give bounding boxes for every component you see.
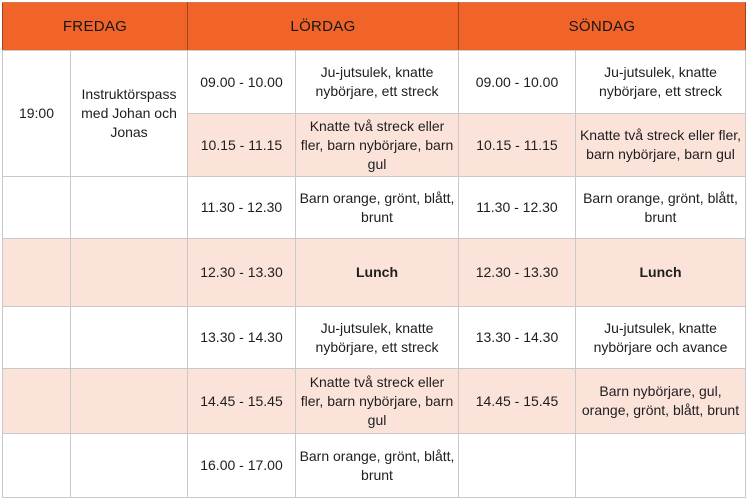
day-header-sunday: SÖNDAG bbox=[458, 2, 746, 51]
schedule-row-1: 19:00 Instruktörspass med Johan och Jona… bbox=[2, 50, 746, 177]
schedule-row-4-lunch: 12.30 - 13.30 Lunch 12.30 - 13.30 Lunch bbox=[2, 238, 746, 307]
saturday-time-cell: 12.30 - 13.30 bbox=[187, 238, 296, 307]
sunday-time-cell: 10.15 - 11.15 bbox=[458, 113, 576, 177]
header-row: FREDAG LÖRDAG SÖNDAG bbox=[2, 2, 746, 51]
sunday-time-cell: 13.30 - 14.30 bbox=[458, 306, 576, 369]
saturday-activity-cell: Knatte två streck eller fler, barn nybör… bbox=[295, 368, 459, 434]
friday-empty-cell bbox=[70, 368, 188, 434]
friday-empty-cell bbox=[2, 306, 71, 369]
friday-empty-cell bbox=[70, 176, 188, 239]
saturday-activity-cell: Knatte två streck eller fler, barn nybör… bbox=[295, 113, 459, 177]
sunday-activity-cell: Barn orange, grönt, blått, brunt bbox=[575, 176, 746, 239]
saturday-activity-cell: Barn orange, grönt, blått, brunt bbox=[295, 176, 459, 239]
sunday-time-cell: 14.45 - 15.45 bbox=[458, 368, 576, 434]
sunday-activity-cell: Ju-jutsulek, knatte nybörjare och avance bbox=[575, 306, 746, 369]
sunday-activity-cell: Ju-jutsulek, knatte nybörjare, ett strec… bbox=[575, 50, 746, 114]
friday-time-cell: 19:00 bbox=[2, 50, 71, 177]
saturday-time-cell: 14.45 - 15.45 bbox=[187, 368, 296, 434]
schedule-row-3: 11.30 - 12.30 Barn orange, grönt, blått,… bbox=[2, 176, 746, 239]
day-header-saturday: LÖRDAG bbox=[187, 2, 459, 51]
sunday-time-cell: 12.30 - 13.30 bbox=[458, 238, 576, 307]
schedule-row-7: 16.00 - 17.00 Barn orange, grönt, blått,… bbox=[2, 433, 746, 498]
saturday-activity-cell: Ju-jutsulek, knatte nybörjare, ett strec… bbox=[295, 50, 459, 114]
schedule-row-5: 13.30 - 14.30 Ju-jutsulek, knatte nybörj… bbox=[2, 306, 746, 369]
friday-empty-cell bbox=[70, 238, 188, 307]
sunday-time-cell: 11.30 - 12.30 bbox=[458, 176, 576, 239]
saturday-time-cell: 16.00 - 17.00 bbox=[187, 433, 296, 498]
saturday-time-cell: 11.30 - 12.30 bbox=[187, 176, 296, 239]
friday-activity-cell: Instruktörspass med Johan och Jonas bbox=[70, 50, 188, 177]
saturday-time-cell: 09.00 - 10.00 bbox=[187, 50, 296, 114]
friday-empty-cell bbox=[2, 238, 71, 307]
saturday-time-cell: 13.30 - 14.30 bbox=[187, 306, 296, 369]
schedule-row-2: 10.15 - 11.15 Knatte två streck eller fl… bbox=[3, 113, 746, 177]
sunday-empty-cell bbox=[458, 433, 576, 498]
saturday-activity-cell: Ju-jutsulek, knatte nybörjare, ett strec… bbox=[295, 306, 459, 369]
sunday-activity-cell: Barn nybörjare, gul, orange, grönt, blåt… bbox=[575, 368, 746, 434]
friday-empty-cell bbox=[2, 176, 71, 239]
schedule-row-6: 14.45 - 15.45 Knatte två streck eller fl… bbox=[2, 368, 746, 434]
friday-empty-cell bbox=[2, 433, 71, 498]
sunday-time-cell: 09.00 - 10.00 bbox=[458, 50, 576, 114]
friday-empty-cell bbox=[2, 368, 71, 434]
friday-empty-cell bbox=[70, 433, 188, 498]
sunday-lunch-cell: Lunch bbox=[575, 238, 746, 307]
day-header-friday: FREDAG bbox=[2, 2, 188, 51]
saturday-lunch-cell: Lunch bbox=[295, 238, 459, 307]
friday-empty-cell bbox=[70, 306, 188, 369]
sunday-activity-cell: Knatte två streck eller fler, barn nybör… bbox=[575, 113, 746, 177]
saturday-time-cell: 10.15 - 11.15 bbox=[187, 113, 296, 177]
saturday-activity-cell: Barn orange, grönt, blått, brunt bbox=[295, 433, 459, 498]
sunday-empty-cell bbox=[575, 433, 746, 498]
